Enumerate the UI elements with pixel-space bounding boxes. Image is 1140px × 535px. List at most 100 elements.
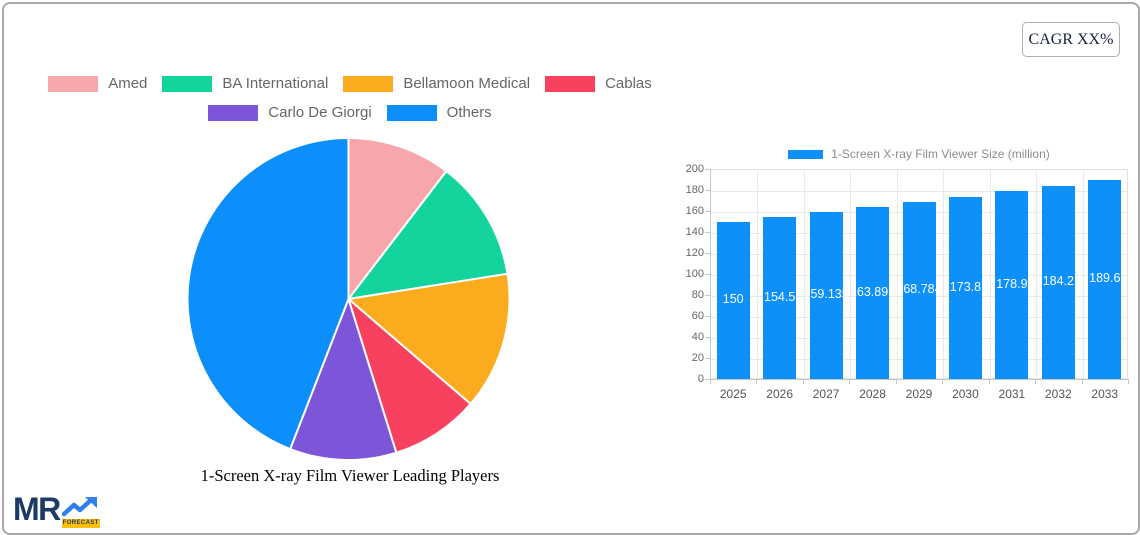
- y-axis-tick-label: 60: [691, 310, 704, 322]
- gridline: [850, 170, 852, 378]
- bar-2028[interactable]: [856, 206, 890, 379]
- bar-value-label: 184.2: [1042, 274, 1074, 289]
- x-axis-tick: [895, 379, 897, 384]
- bar-value-label: 150: [722, 292, 744, 307]
- bar-2029[interactable]: [902, 201, 936, 379]
- y-axis-tick: [705, 379, 710, 380]
- legend-label: Amed: [108, 75, 148, 92]
- x-axis-tick-label: 2032: [1044, 387, 1072, 401]
- x-axis-tick-label: 2031: [998, 387, 1026, 401]
- bar-2026[interactable]: [763, 216, 797, 379]
- pie-slice-bellamoon-medical[interactable]: [346, 272, 511, 406]
- y-axis-tick: [705, 211, 710, 212]
- y-axis-tick-label: 20: [691, 352, 704, 364]
- gridline: [803, 170, 805, 378]
- y-axis-tick: [705, 232, 710, 233]
- bar-2025[interactable]: [716, 221, 750, 379]
- bar-value-label: 178.9: [996, 277, 1028, 292]
- y-axis-tick: [705, 358, 710, 359]
- legend-item-ba-international[interactable]: BA International: [162, 76, 328, 92]
- pie-legend: Amed BA International Bellamoon Medical Cab…: [0, 76, 700, 121]
- legend-label: Bellamoon Medical: [403, 75, 531, 92]
- gridline: [943, 170, 945, 378]
- y-axis-tick-label: 200: [685, 163, 704, 175]
- cagr-badge: CAGR XX%: [1022, 22, 1120, 57]
- pie-slice-carlo-de-giorgi[interactable]: [288, 295, 398, 461]
- pie-chart-title: 1-Screen X-ray Film Viewer Leading Playe…: [200, 466, 500, 485]
- bar-value-label: 163.891: [849, 284, 896, 299]
- x-axis-line: [710, 379, 1129, 380]
- x-axis-tick-label: 2029: [905, 387, 933, 401]
- x-axis-tick: [710, 379, 711, 384]
- x-axis-tick: [1081, 379, 1083, 384]
- bar-2032[interactable]: [1041, 185, 1075, 379]
- y-axis-tick-label: 140: [685, 226, 704, 238]
- y-axis-tick-label: 40: [691, 331, 704, 343]
- bar-value-label: 154.5: [764, 289, 796, 304]
- x-axis-tick: [1128, 379, 1129, 384]
- legend-item-bellamoon-medical[interactable]: Bellamoon Medical: [343, 76, 530, 92]
- y-axis-tick-label: 80: [691, 289, 704, 301]
- legend-swatch: [545, 76, 596, 92]
- legend-item-carlo-de-giorgi[interactable]: Carlo De Giorgi: [208, 104, 372, 121]
- bar-value-label: 159.135: [803, 287, 849, 302]
- x-axis-tick-label: 2028: [859, 387, 886, 401]
- x-axis-tick: [988, 379, 990, 384]
- bar-chart-legend[interactable]: 1-Screen X-ray Film Viewer Size (million…: [710, 147, 1128, 161]
- pie-slice-amed[interactable]: [347, 136, 448, 302]
- x-axis-tick-label: 2026: [766, 387, 793, 401]
- logo-mr-text: MR: [13, 491, 61, 527]
- x-axis-tick: [1035, 379, 1037, 384]
- pie-slice-ba-international[interactable]: [346, 169, 509, 301]
- pie-chart: [183, 134, 514, 465]
- y-axis-tick-label: 180: [685, 184, 704, 196]
- y-axis-tick-label: 0: [697, 373, 704, 385]
- legend-item-others[interactable]: Others: [386, 104, 492, 121]
- x-axis-tick: [849, 379, 851, 384]
- bar-2031[interactable]: [995, 191, 1029, 379]
- bar-value-label: 173.8: [949, 279, 982, 294]
- bar-2033[interactable]: [1088, 179, 1122, 379]
- x-axis-tick-label: 2033: [1091, 387, 1119, 401]
- bar-2027[interactable]: [809, 211, 843, 379]
- legend-swatch: [208, 105, 259, 121]
- x-axis-tick: [802, 379, 804, 384]
- bar-legend-label: 1-Screen X-ray Film Viewer Size (million…: [831, 147, 1050, 161]
- y-axis-tick: [705, 190, 710, 191]
- y-axis-tick: [705, 253, 710, 254]
- legend-item-cablas[interactable]: Cablas: [545, 76, 652, 92]
- y-axis-line: [710, 169, 711, 380]
- legend-swatch: [343, 76, 394, 92]
- legend-label: Carlo De Giorgi: [268, 104, 372, 121]
- trend-arrow-icon: [61, 497, 97, 517]
- gridline: [896, 170, 898, 378]
- x-axis-tick-label: 2030: [952, 387, 979, 401]
- y-axis-tick: [705, 169, 710, 170]
- bar-legend-swatch: [788, 149, 824, 159]
- gridline: [989, 170, 991, 378]
- legend-label: Others: [446, 104, 492, 121]
- pie-svg[interactable]: [183, 134, 514, 465]
- logo-right-block: FORECAST: [61, 496, 100, 528]
- cagr-badge-label: CAGR XX%: [1028, 30, 1114, 48]
- x-axis-tick-label: 2027: [812, 387, 840, 401]
- pie-slice-others[interactable]: [186, 136, 350, 451]
- y-axis-tick: [705, 295, 710, 296]
- y-axis-tick: [705, 337, 710, 338]
- gridline: [711, 191, 1127, 192]
- bar-2030[interactable]: [948, 196, 982, 379]
- legend-label: BA International: [222, 75, 329, 92]
- bar-value-label: 189.6: [1089, 271, 1121, 286]
- legend-swatch: [48, 76, 99, 92]
- y-axis-tick-label: 160: [685, 205, 704, 217]
- legend-item-amed[interactable]: Amed: [48, 76, 147, 92]
- bar-value-label: 168.784: [896, 282, 942, 297]
- legend-swatch: [162, 76, 213, 92]
- gridline: [757, 170, 759, 378]
- pie-slice-cablas[interactable]: [346, 295, 473, 454]
- brand-logo: MR FORECAST: [13, 492, 100, 528]
- x-axis-tick: [756, 379, 758, 384]
- gridline: [1082, 170, 1084, 378]
- logo-forecast-badge: FORECAST: [61, 519, 100, 528]
